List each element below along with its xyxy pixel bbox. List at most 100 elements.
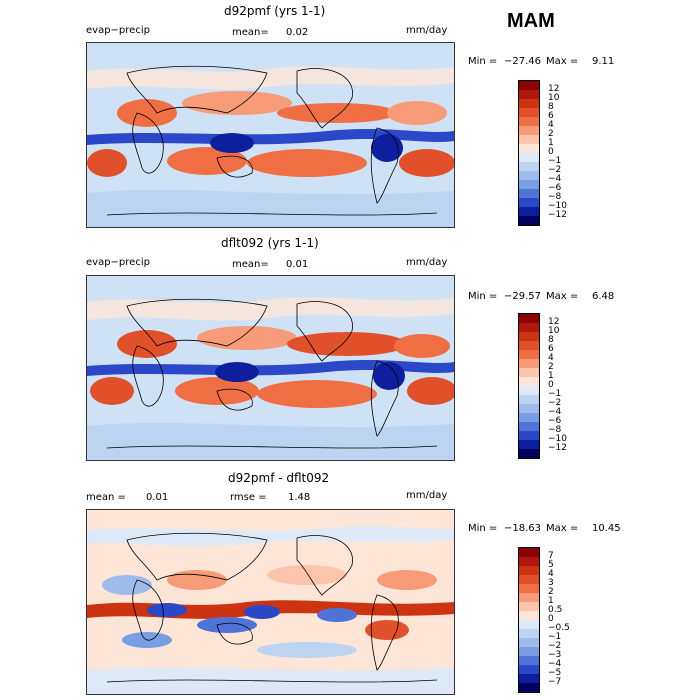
colorbar-tick-label: −10 [548,201,567,211]
colorbar-tick-label: 2 [548,129,554,139]
colorbar-swatch [519,90,539,99]
panel1-map [86,42,455,228]
colorbar-tick-label: −1 [548,389,562,399]
colorbar-swatch [519,144,539,153]
colorbar-swatch [519,350,539,359]
colorbar-swatch [519,548,539,557]
colorbar-tick-label: −6 [548,183,562,193]
colorbar-swatch [519,386,539,395]
colorbar-tick-label: 2 [548,587,554,597]
colorbar-tick-label: 2 [548,362,554,372]
colorbar-swatch [519,180,539,189]
panel2-units: mm/day [406,257,448,268]
panel3-max-label: Max = [546,523,579,534]
panel1-colorbar [518,80,540,226]
colorbar-swatch [519,162,539,171]
colorbar-swatch [519,108,539,117]
colorbar-swatch [519,611,539,620]
panel1-mean-label: mean= [232,27,269,38]
colorbar-tick-label: 7 [548,551,554,561]
panel1-max-label: Max = [546,56,579,67]
colorbar-swatch [519,153,539,162]
colorbar-tick-label: −2 [548,641,562,651]
colorbar-tick-label: 10 [548,93,560,103]
colorbar-swatch [519,99,539,108]
colorbar-tick-label: 5 [548,560,554,570]
panel1-mean-value: 0.02 [286,27,309,38]
colorbar-tick-label: −3 [548,650,562,660]
colorbar-tick-label: 0.5 [548,605,563,615]
colorbar-swatch [519,557,539,566]
panel3-map-svg [87,510,454,694]
colorbar-swatch [519,449,539,458]
colorbar-tick-label: −7 [548,677,562,687]
colorbar-swatch [519,332,539,341]
colorbar-tick-label: −12 [548,210,567,220]
panel1-title: d92pmf (yrs 1-1) [224,4,326,18]
colorbar-swatch [519,216,539,225]
colorbar-swatch [519,575,539,584]
colorbar-tick-label: −1 [548,632,562,642]
colorbar-swatch [519,413,539,422]
panel2-mean-value: 0.01 [286,259,309,270]
colorbar-swatch [519,377,539,386]
colorbar-swatch [519,207,539,216]
colorbar-tick-label: 0 [548,147,554,157]
colorbar-tick-label: 8 [548,335,554,345]
colorbar-swatch [519,135,539,144]
panel3-rmse-value: 1.48 [288,492,311,503]
colorbar-swatch [519,629,539,638]
colorbar-tick-label: −8 [548,192,562,202]
panel2-min-value: −29.57 [504,291,542,302]
colorbar-tick-label: 3 [548,578,554,588]
colorbar-tick-label: −5 [548,668,562,678]
panel2-map [86,275,455,461]
panel1-map-svg [87,43,454,227]
colorbar-tick-label: 4 [548,120,554,130]
panel2-max-value: 6.48 [592,291,615,302]
panel1-field-label: evap−precip [86,25,150,36]
panel3-units: mm/day [406,490,448,501]
colorbar-swatch [519,665,539,674]
panel2-max-label: Max = [546,291,579,302]
colorbar-tick-label: −1 [548,156,562,166]
colorbar-swatch [519,683,539,692]
panel2-mean-label: mean= [232,259,269,270]
panel2-field-label: evap−precip [86,257,150,268]
colorbar-tick-label: −10 [548,434,567,444]
colorbar-swatch [519,323,539,332]
colorbar-swatch [519,566,539,575]
panel3-mean-label: mean = [86,492,126,503]
colorbar-tick-label: −4 [548,407,562,417]
colorbar-tick-label: 12 [548,317,560,327]
colorbar-swatch [519,638,539,647]
colorbar-swatch [519,584,539,593]
panel3-min-label: Min = [468,523,498,534]
colorbar-tick-label: 10 [548,326,560,336]
panel3-colorbar [518,547,540,693]
panel3-min-value: −18.63 [504,523,542,534]
panel2-min-label: Min = [468,291,498,302]
colorbar-tick-label: 1 [548,138,554,148]
colorbar-tick-label: −6 [548,416,562,426]
colorbar-swatch [519,395,539,404]
colorbar-swatch [519,189,539,198]
panel1-min-label: Min = [468,56,498,67]
colorbar-swatch [519,171,539,180]
colorbar-swatch [519,117,539,126]
colorbar-tick-label: 1 [548,371,554,381]
colorbar-tick-label: −2 [548,398,562,408]
colorbar-tick-label: 4 [548,353,554,363]
colorbar-swatch [519,440,539,449]
colorbar-tick-label: −4 [548,659,562,669]
panel1-min-value: −27.46 [504,56,542,67]
colorbar-swatch [519,314,539,323]
colorbar-tick-label: 1 [548,596,554,606]
colorbar-swatch [519,422,539,431]
colorbar-swatch [519,602,539,611]
panel3-max-value: 10.45 [592,523,621,534]
colorbar-swatch [519,198,539,207]
colorbar-swatch [519,368,539,377]
colorbar-swatch [519,126,539,135]
colorbar-swatch [519,341,539,350]
